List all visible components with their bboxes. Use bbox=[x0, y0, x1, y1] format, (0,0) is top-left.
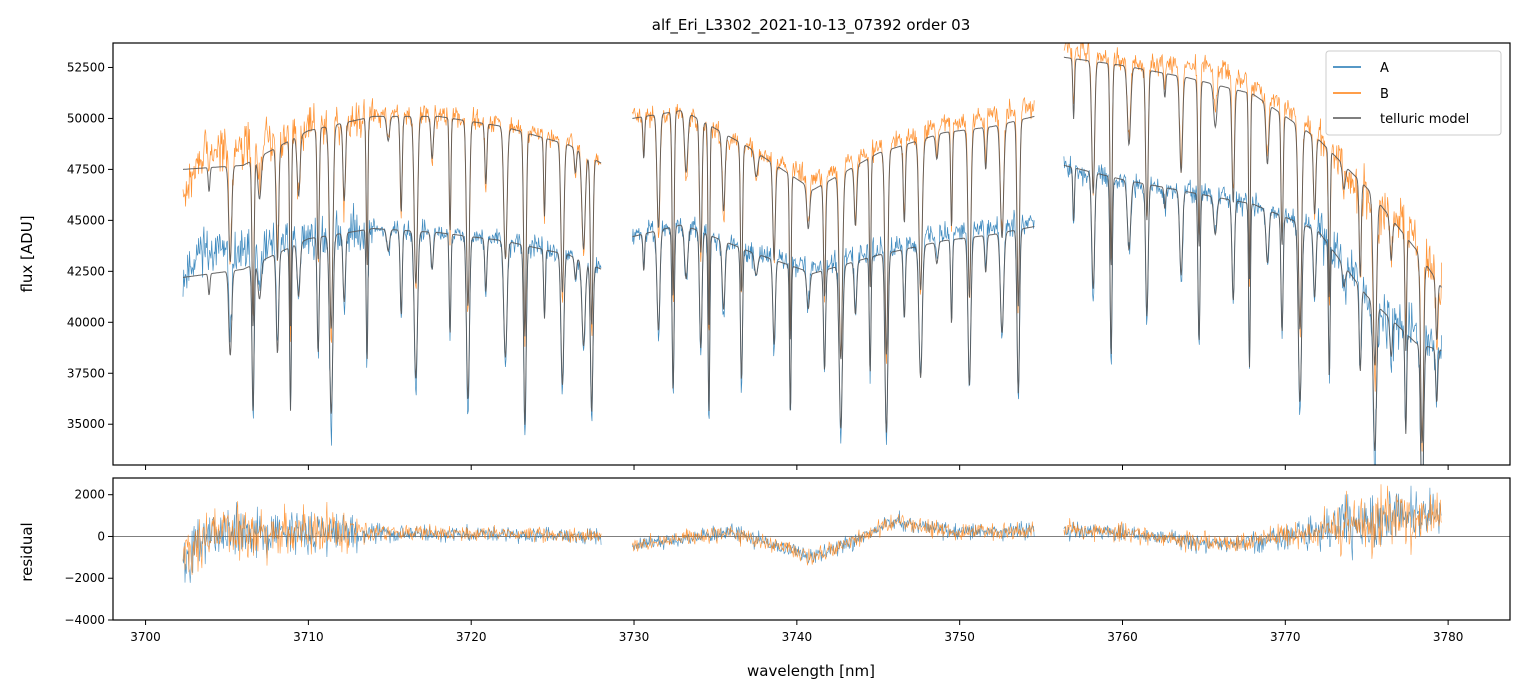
legend-label-a: A bbox=[1380, 61, 1389, 76]
bottom-panel-frame bbox=[112, 477, 1511, 621]
bottom-y-tick-label: −4000 bbox=[64, 613, 105, 627]
top-y-tick-label: 50000 bbox=[67, 111, 105, 125]
bottom-x-tick-label: 3780 bbox=[1433, 630, 1464, 644]
residual-b-line-0 bbox=[182, 501, 602, 575]
top-y-tick-label: 40000 bbox=[67, 315, 105, 329]
bottom-y-axis-label: residual bbox=[18, 522, 36, 581]
bottom-x-tick-label: 3710 bbox=[293, 630, 324, 644]
top-y-tick-label: 45000 bbox=[67, 213, 105, 227]
bottom-x-tick-label: 3720 bbox=[456, 630, 487, 644]
telluric-model-line-a-2 bbox=[1063, 164, 1442, 465]
bottom-panel: −4000 −2000 0 2000 3700 3710 3720 3730 3740 3750… bbox=[18, 477, 1511, 680]
top-y-tick-label: 52500 bbox=[67, 60, 105, 74]
x-axis-label: wavelength [nm] bbox=[747, 662, 875, 680]
residual-a-line-2 bbox=[1063, 485, 1442, 561]
top-x-axis bbox=[145, 465, 1449, 470]
series-a-flux-line-1 bbox=[632, 209, 1035, 445]
top-y-tick-label: 42500 bbox=[67, 264, 105, 278]
bottom-x-tick-label: 3730 bbox=[619, 630, 650, 644]
bottom-x-tick-label: 3770 bbox=[1270, 630, 1301, 644]
bottom-y-axis: −4000 −2000 0 2000 bbox=[64, 488, 113, 627]
top-plot-area bbox=[182, 43, 1442, 465]
legend: A B telluric model bbox=[1325, 50, 1502, 136]
legend-label-b: B bbox=[1380, 87, 1389, 102]
bottom-y-tick-label: −2000 bbox=[64, 571, 105, 585]
top-y-tick-label: 37500 bbox=[67, 366, 105, 380]
residual-a-line-0 bbox=[182, 502, 602, 583]
chart-title: alf_Eri_L3302_2021-10-13_07392 order 03 bbox=[652, 16, 971, 35]
legend-box bbox=[1325, 50, 1502, 136]
bottom-x-tick-label: 3740 bbox=[782, 630, 813, 644]
bottom-x-tick-label: 3750 bbox=[944, 630, 975, 644]
residual-b-line-1 bbox=[632, 514, 1035, 566]
bottom-y-tick-label: 2000 bbox=[74, 488, 105, 502]
bottom-x-axis: 3700 3710 3720 3730 3740 3750 3760 3770 3780 bbox=[130, 620, 1463, 644]
bottom-plot-area bbox=[113, 484, 1510, 583]
legend-label-telluric: telluric model bbox=[1380, 112, 1469, 127]
telluric-model-line-a-0 bbox=[183, 228, 602, 425]
residual-b-line-2 bbox=[1063, 484, 1442, 559]
series-a-flux-line-0 bbox=[182, 202, 602, 446]
telluric-model-line-a-1 bbox=[632, 224, 1035, 433]
top-y-axis: 35000 37500 40000 42500 45000 47500 50000 52500 bbox=[67, 60, 113, 431]
telluric-model-line-b-0 bbox=[183, 115, 602, 337]
top-panel-frame bbox=[112, 42, 1511, 466]
bottom-y-tick-label: 0 bbox=[97, 529, 105, 543]
bottom-x-tick-label: 3700 bbox=[130, 630, 161, 644]
telluric-model-line-b-2 bbox=[1063, 56, 1442, 444]
top-y-tick-label: 47500 bbox=[67, 162, 105, 176]
top-y-tick-label: 35000 bbox=[67, 417, 105, 431]
telluric-model-line-b-1 bbox=[632, 110, 1035, 360]
top-panel: 35000 37500 40000 42500 45000 47500 50000 52500… bbox=[18, 42, 1511, 470]
bottom-x-tick-label: 3760 bbox=[1107, 630, 1138, 644]
top-y-axis-label: flux [ADU] bbox=[18, 215, 36, 292]
series-b-flux-line-0 bbox=[182, 98, 602, 347]
